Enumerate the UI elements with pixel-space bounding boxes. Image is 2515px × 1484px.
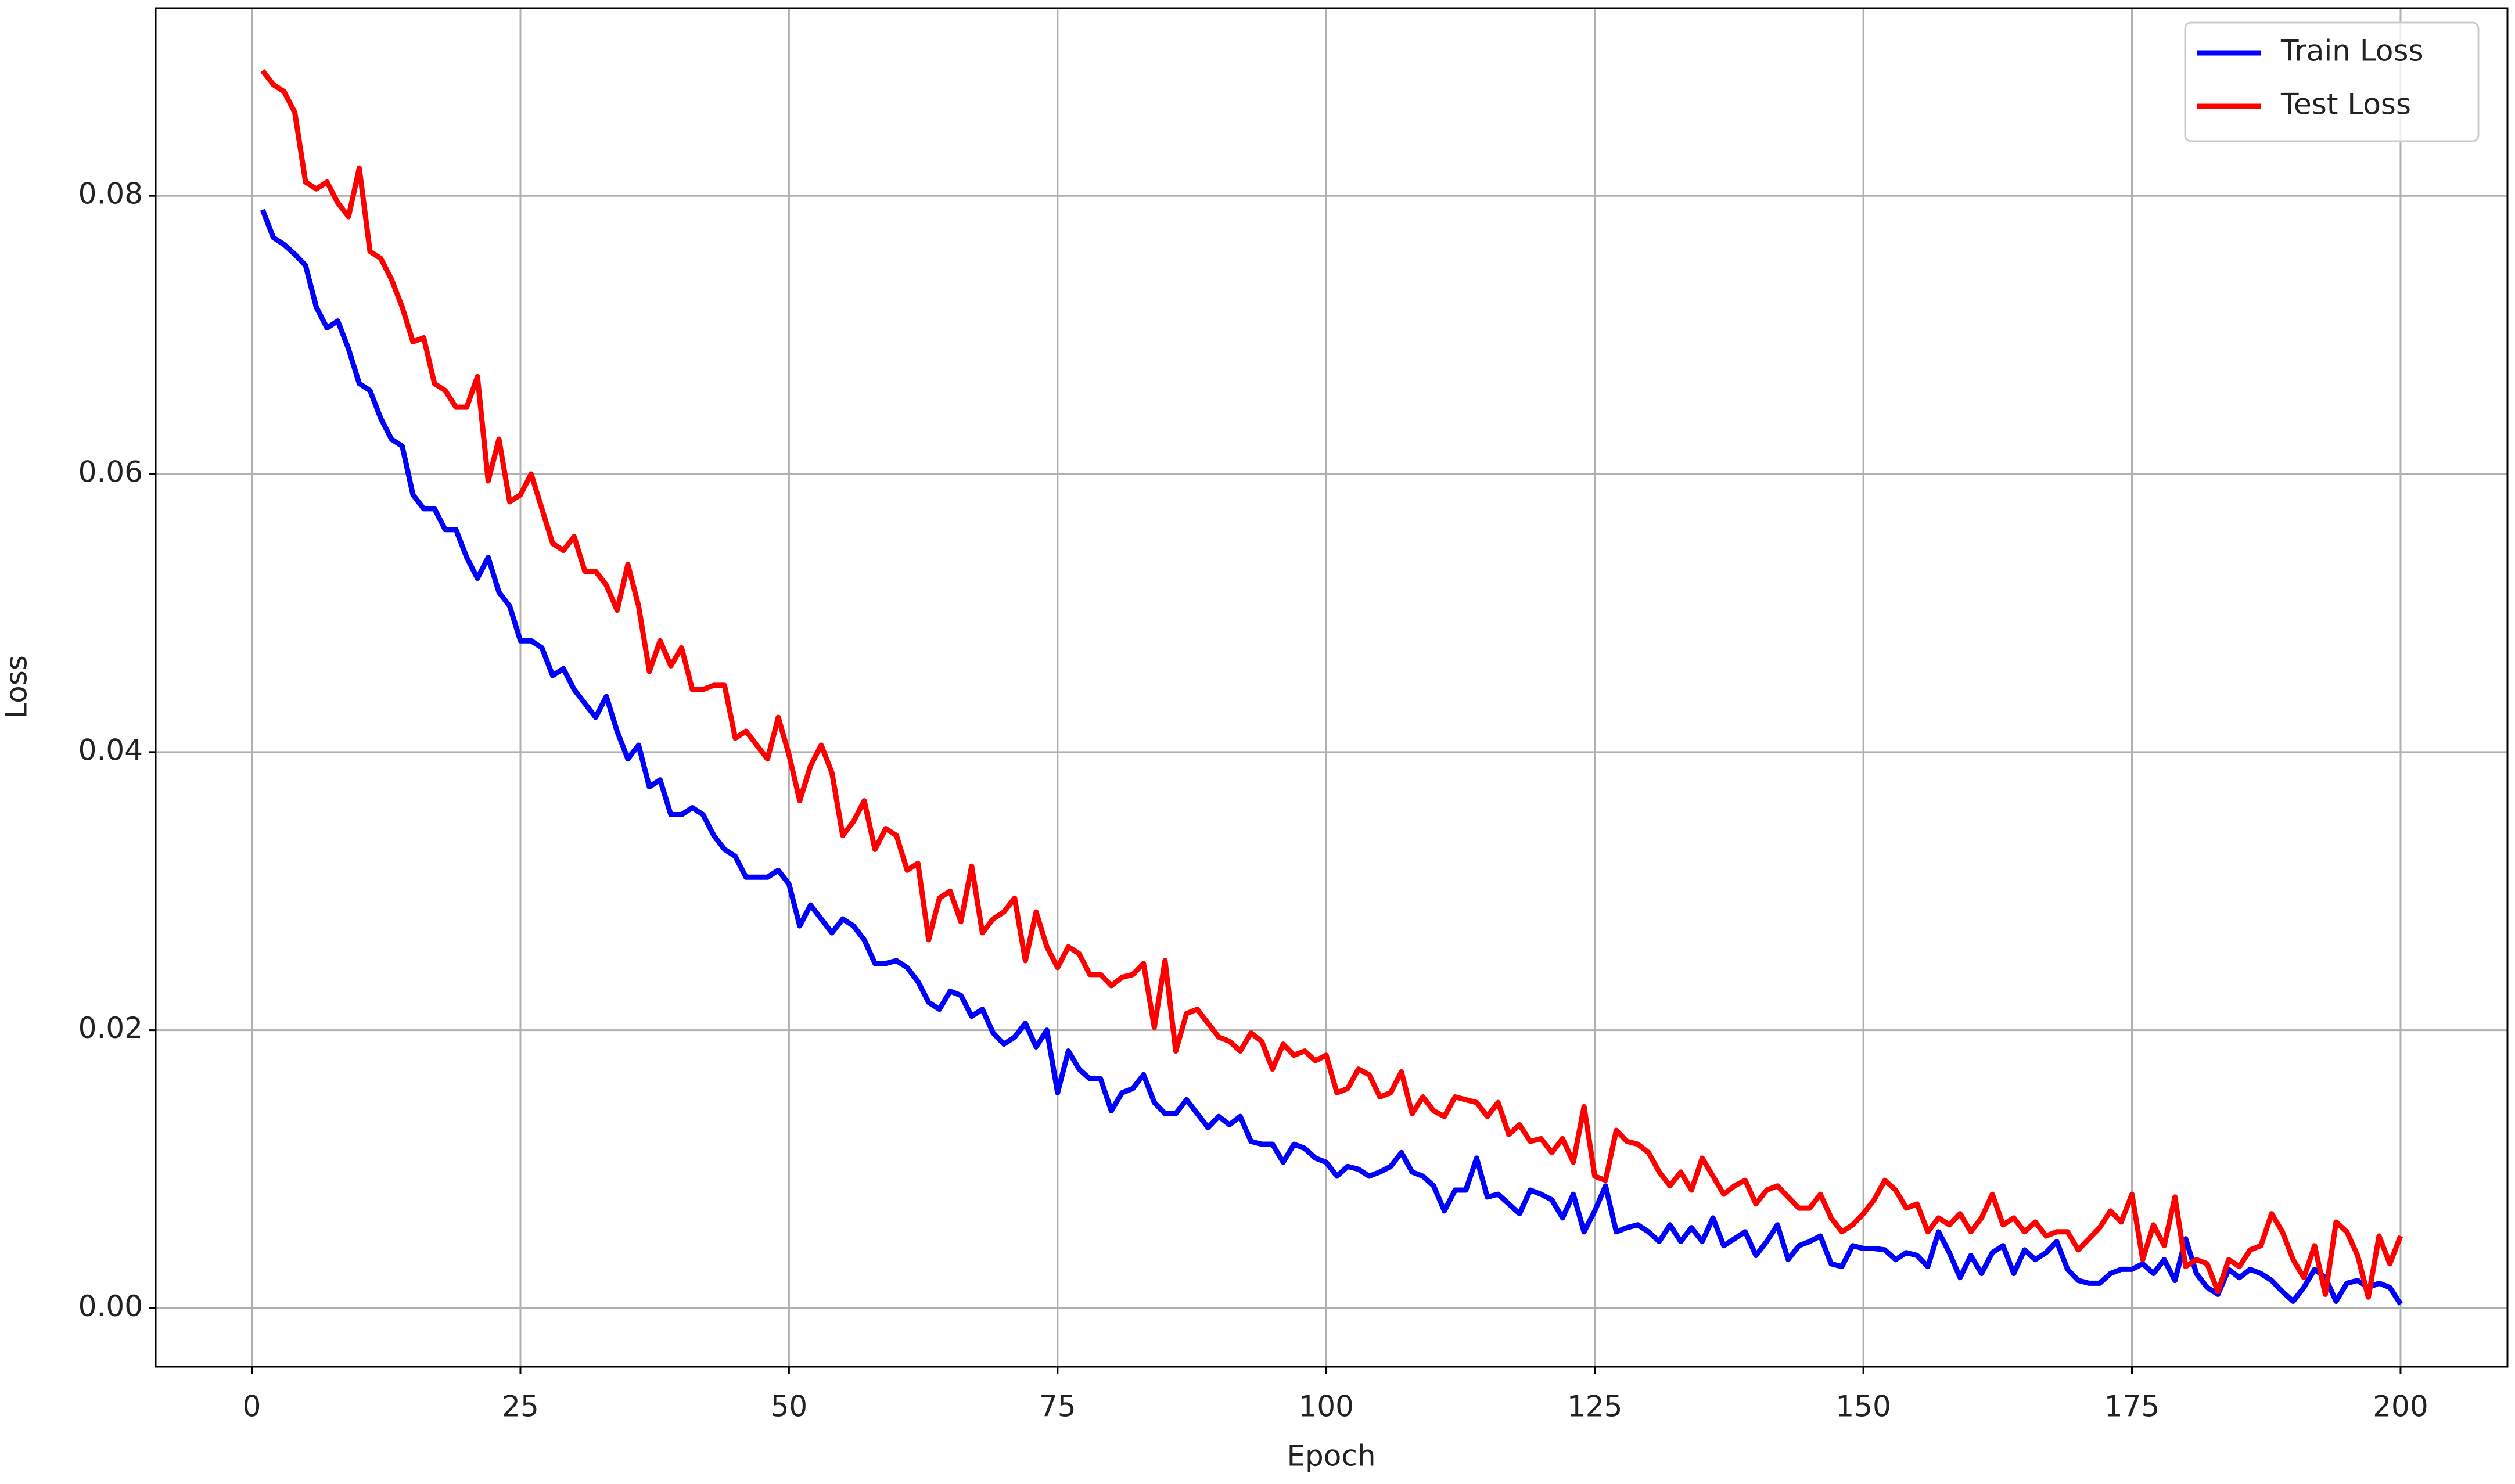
x-tick-label: 25 [502,1390,539,1424]
x-tick-label: 125 [1567,1390,1622,1424]
y-tick-label: 0.00 [78,1289,143,1323]
y-tick-label: 0.04 [78,733,143,767]
x-tick-label: 50 [771,1390,808,1424]
y-tick-label: 0.08 [78,177,143,211]
plot-frame [155,7,2509,1368]
legend: Train Loss Test Loss [2184,21,2480,142]
y-tick-label: 0.06 [78,455,143,489]
line [260,209,2403,1306]
x-tick-label: 200 [2373,1390,2428,1424]
legend-label: Train Loss [2280,34,2424,68]
x-tick-label: 0 [243,1390,261,1424]
y-axis-label: Loss [0,655,34,719]
x-tick-label: 175 [2104,1390,2160,1424]
line [260,69,2403,1300]
x-axis-label: Epoch [1287,1439,1375,1473]
legend-label: Test Loss [2280,88,2411,121]
y-tick-label: 0.02 [78,1011,143,1045]
x-tick-label: 75 [1039,1390,1076,1424]
x-tick-label: 150 [1835,1390,1891,1424]
x-tick-label: 100 [1299,1390,1354,1424]
